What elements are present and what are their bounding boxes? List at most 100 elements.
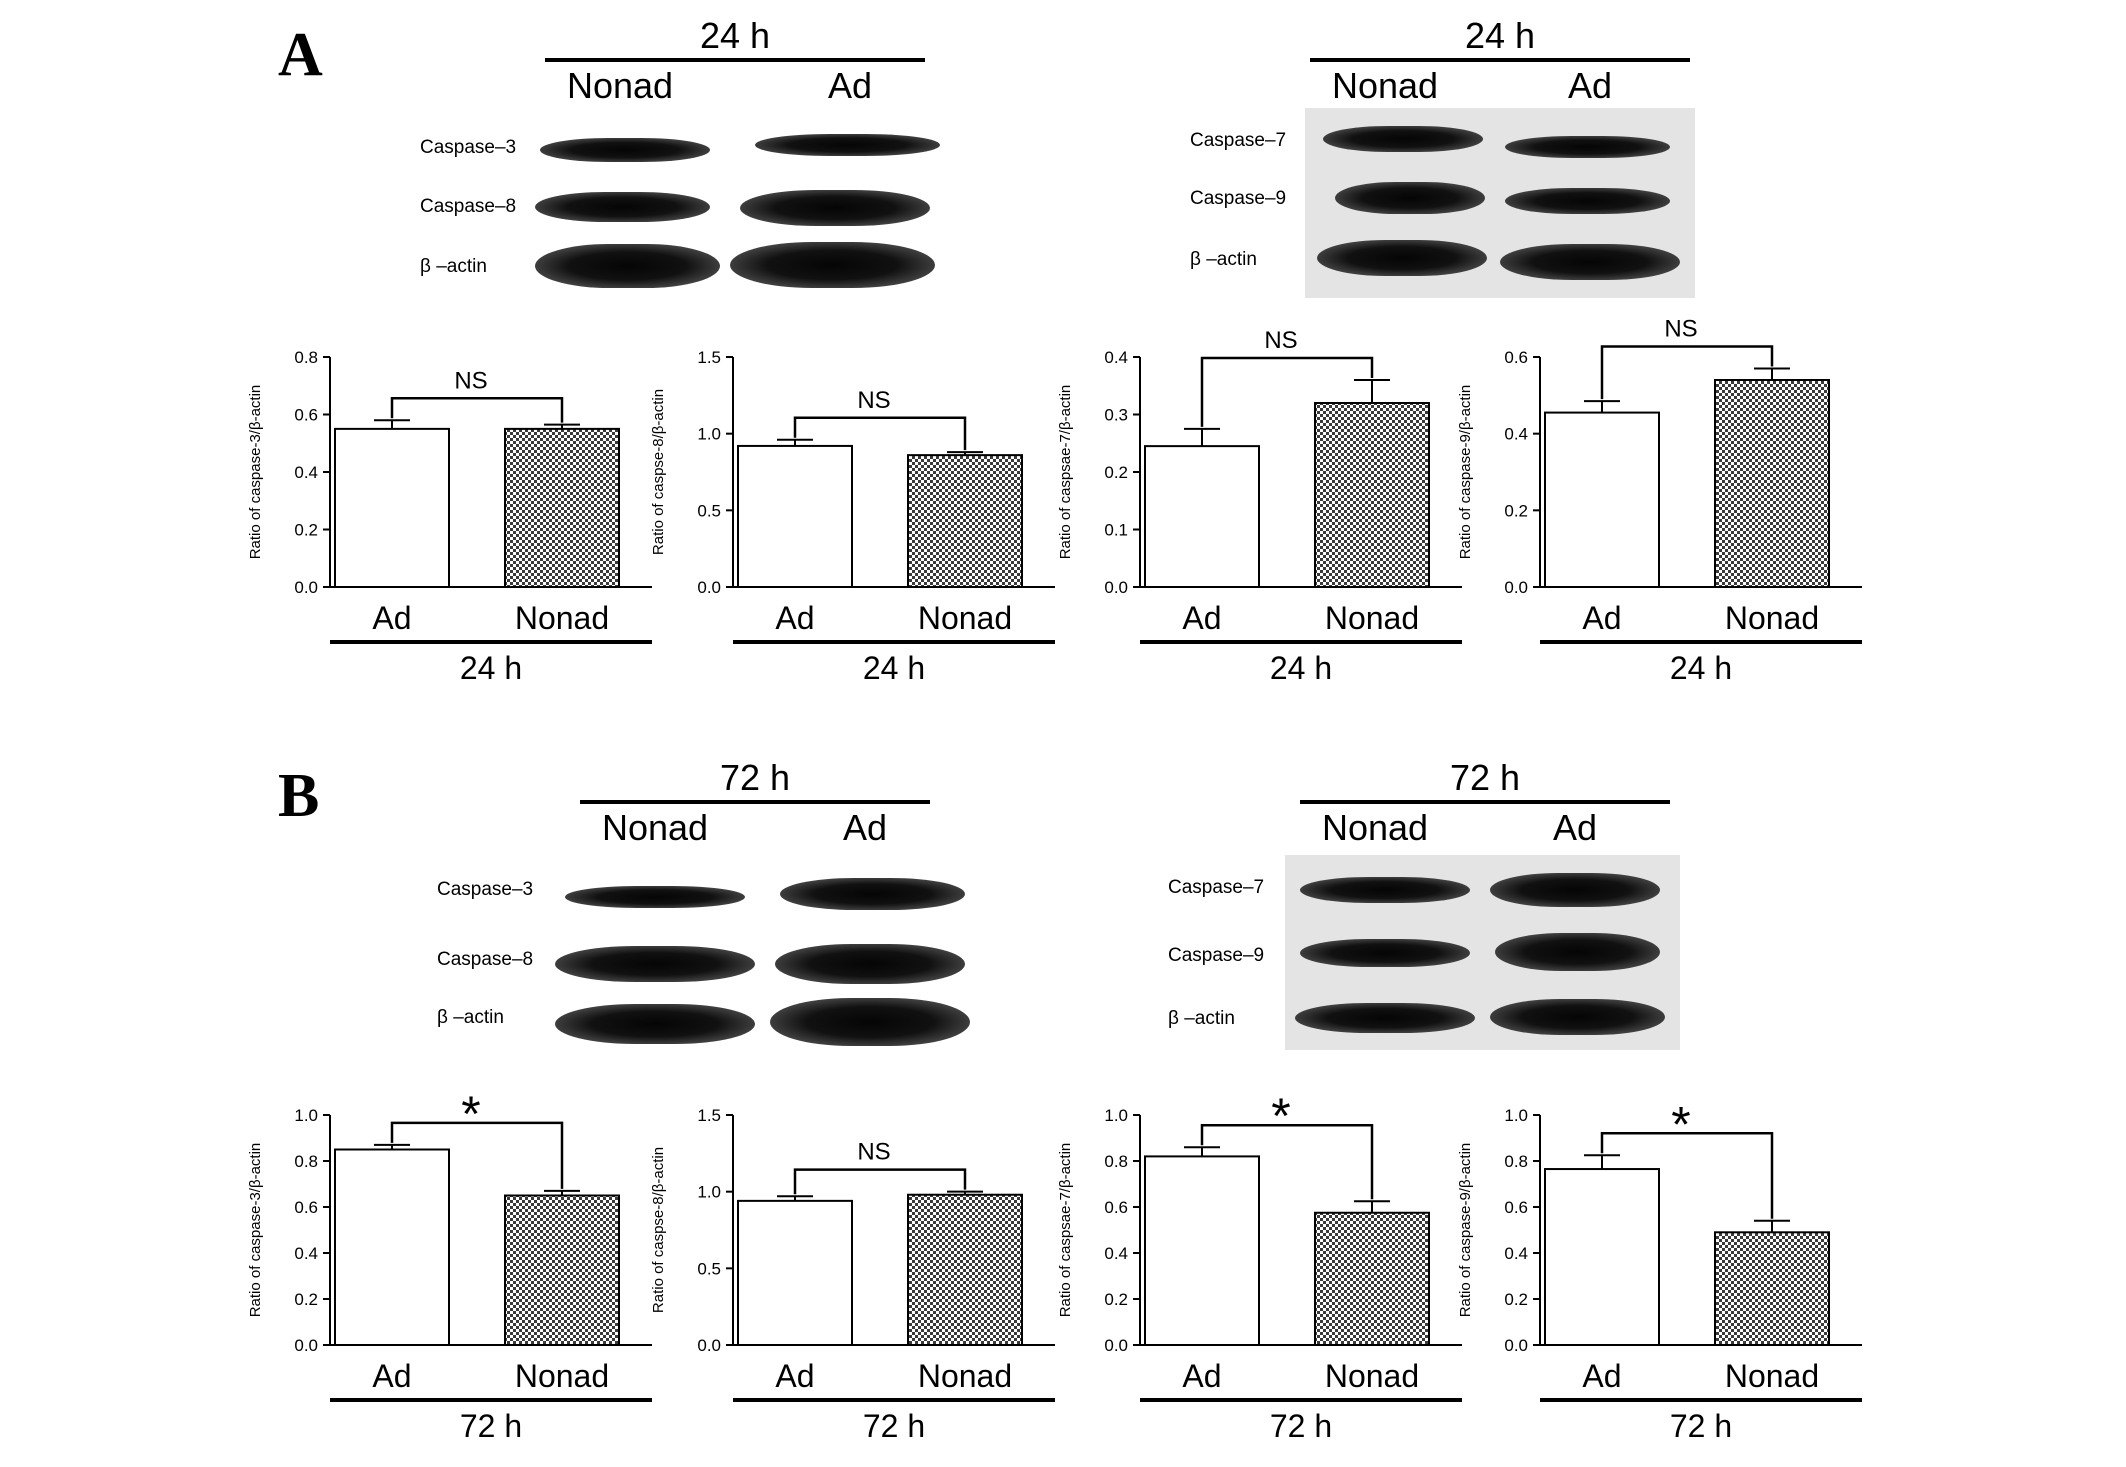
band <box>1495 933 1660 971</box>
band <box>1490 873 1660 907</box>
band <box>535 244 720 288</box>
lane-label-ad: Ad <box>827 65 873 106</box>
row-label: β –actin <box>1190 249 1257 270</box>
significance-label: NS <box>857 387 890 414</box>
y-tick-label: 0.8 <box>294 1152 318 1171</box>
y-tick-label: 1.5 <box>697 348 721 367</box>
y-tick-label: 0.6 <box>1504 348 1528 367</box>
significance-bracket <box>1600 345 1774 400</box>
y-tick-label: 0.8 <box>294 348 318 367</box>
lane-label-ad: Ad <box>1567 65 1613 106</box>
time-label: 24 h <box>863 650 925 686</box>
y-tick-label: 0.0 <box>697 1336 721 1355</box>
y-tick-label: 0.4 <box>294 463 318 482</box>
x-tick-label: Ad <box>1182 600 1221 636</box>
bar-nonad <box>1714 1231 1830 1347</box>
significance-label: NS <box>1664 316 1697 343</box>
x-tick-label: Ad <box>372 1358 411 1394</box>
lane-label-ad: Ad <box>1552 807 1598 848</box>
blot-time-label: 72 h <box>1449 757 1521 798</box>
significance-bracket <box>793 1168 967 1195</box>
blot-image <box>1285 855 1680 1050</box>
band <box>565 886 745 908</box>
lane-label-nonad: Nonad <box>601 807 709 848</box>
band <box>1323 126 1483 152</box>
lane-label-nonad: Nonad <box>566 65 674 106</box>
y-tick-label: 0.3 <box>1104 406 1128 425</box>
significance-bracket <box>1200 356 1374 427</box>
significance-bracket <box>1600 1132 1774 1219</box>
band <box>775 944 965 984</box>
y-tick-label: 0.4 <box>294 1244 318 1263</box>
bar-ad <box>1544 411 1660 589</box>
x-tick-label: Ad <box>1182 1358 1221 1394</box>
band <box>740 190 930 226</box>
y-tick-label: 0.2 <box>1504 1290 1528 1309</box>
blot-image <box>1305 108 1695 298</box>
significance-label: NS <box>1264 327 1297 354</box>
row-label: Caspase–3 <box>437 879 534 900</box>
bar-ad <box>1144 1155 1260 1347</box>
x-tick-label: Ad <box>775 600 814 636</box>
time-label: 72 h <box>460 1408 522 1444</box>
row-label: β –actin <box>420 256 487 277</box>
band <box>540 138 710 162</box>
row-label: Caspase–7 <box>1168 877 1265 898</box>
y-tick-label: 0.0 <box>1104 578 1128 597</box>
x-tick-label: Nonad <box>515 1358 609 1394</box>
significance-label: * <box>1671 1096 1690 1152</box>
band <box>1300 939 1470 967</box>
y-tick-label: 0.2 <box>1504 501 1528 520</box>
y-tick-label: 0.0 <box>1104 1336 1128 1355</box>
bar-ad <box>737 1199 853 1347</box>
y-tick-label: 0.4 <box>1104 348 1128 367</box>
y-tick-label: 0.6 <box>1104 1198 1128 1217</box>
x-tick-label: Nonad <box>918 1358 1012 1394</box>
y-tick-label: 1.0 <box>697 1183 721 1202</box>
significance-bracket <box>793 416 967 451</box>
x-tick-label: Nonad <box>918 600 1012 636</box>
x-tick-label: Ad <box>372 600 411 636</box>
band <box>780 878 965 910</box>
y-tick-label: 0.6 <box>294 406 318 425</box>
y-tick-label: 0.0 <box>294 1336 318 1355</box>
y-tick-label: 0.8 <box>1104 1152 1128 1171</box>
band <box>770 998 970 1046</box>
y-tick-label: 1.0 <box>1104 1106 1128 1125</box>
y-tick-label: 0.6 <box>1504 1198 1528 1217</box>
row-label: Caspase–8 <box>437 949 534 970</box>
row-label: Caspase–9 <box>1168 945 1265 966</box>
lane-label-nonad: Nonad <box>1331 65 1439 106</box>
y-axis-label: Ratio of caspase-9/β-actin <box>1457 1143 1474 1318</box>
blot-image <box>545 860 975 1050</box>
time-label: 24 h <box>1670 650 1732 686</box>
significance-label: * <box>1271 1088 1290 1144</box>
significance-label: * <box>461 1086 480 1142</box>
significance-bracket <box>390 397 564 423</box>
time-label: 24 h <box>1270 650 1332 686</box>
x-tick-label: Ad <box>1582 600 1621 636</box>
band <box>1335 182 1485 214</box>
row-label: β –actin <box>437 1007 504 1028</box>
bar-nonad <box>907 1193 1023 1346</box>
y-tick-label: 1.5 <box>697 1106 721 1125</box>
y-tick-label: 1.0 <box>294 1106 318 1125</box>
y-tick-label: 0.2 <box>1104 463 1128 482</box>
y-axis-label: Ratio of caspsae-7/β-actin <box>1057 1143 1074 1318</box>
band <box>555 1004 755 1044</box>
blot-header-line <box>1300 800 1670 804</box>
y-tick-label: 0.0 <box>294 578 318 597</box>
time-label: 72 h <box>863 1408 925 1444</box>
y-tick-label: 0.1 <box>1104 521 1128 540</box>
band <box>1300 877 1470 903</box>
time-label: 24 h <box>460 650 522 686</box>
blot-time-label: 72 h <box>719 757 791 798</box>
blot-time-label: 24 h <box>1464 15 1536 56</box>
y-tick-label: 0.5 <box>697 501 721 520</box>
bar-ad <box>334 427 450 588</box>
blot-header-line <box>580 800 930 804</box>
y-tick-label: 0.0 <box>697 578 721 597</box>
row-label: Caspase–3 <box>420 137 517 158</box>
y-tick-label: 0.2 <box>294 521 318 540</box>
